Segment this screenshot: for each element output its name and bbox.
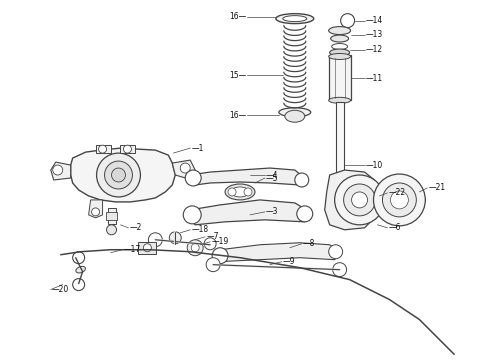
Bar xyxy=(96,145,111,153)
Circle shape xyxy=(206,258,220,272)
Text: —1: —1 xyxy=(191,144,203,153)
Polygon shape xyxy=(190,168,305,185)
Polygon shape xyxy=(89,200,102,218)
Bar xyxy=(329,55,350,100)
Text: —5: —5 xyxy=(266,174,278,183)
Ellipse shape xyxy=(329,27,350,35)
Text: —10: —10 xyxy=(366,161,383,170)
Text: —8: —8 xyxy=(303,239,315,248)
Circle shape xyxy=(185,170,201,186)
Text: 16—: 16— xyxy=(229,111,246,120)
Text: —3: —3 xyxy=(266,207,278,216)
Ellipse shape xyxy=(331,35,348,42)
Circle shape xyxy=(343,184,375,216)
Ellipse shape xyxy=(276,14,314,24)
Circle shape xyxy=(329,245,343,259)
Circle shape xyxy=(244,188,252,196)
Circle shape xyxy=(148,233,162,247)
Ellipse shape xyxy=(330,49,349,56)
Circle shape xyxy=(73,252,85,264)
Bar xyxy=(138,242,156,254)
Text: —6: —6 xyxy=(389,223,401,232)
Polygon shape xyxy=(51,162,71,180)
Circle shape xyxy=(391,191,408,209)
Text: 16—: 16— xyxy=(229,12,246,21)
Ellipse shape xyxy=(279,108,311,117)
Circle shape xyxy=(92,208,99,216)
Circle shape xyxy=(73,279,85,291)
Circle shape xyxy=(295,173,309,187)
Circle shape xyxy=(297,206,313,222)
Text: —19: —19 xyxy=(211,237,228,246)
Circle shape xyxy=(123,145,131,153)
Circle shape xyxy=(187,240,203,256)
Ellipse shape xyxy=(283,15,307,22)
Text: —17: —17 xyxy=(123,245,141,254)
Bar xyxy=(121,145,135,153)
Text: —21: —21 xyxy=(428,184,445,193)
Circle shape xyxy=(212,248,228,264)
Text: —4: —4 xyxy=(266,171,278,180)
Text: —20: —20 xyxy=(52,285,69,294)
Bar xyxy=(105,212,118,220)
Text: 15—: 15— xyxy=(229,71,246,80)
Circle shape xyxy=(104,161,132,189)
Circle shape xyxy=(335,175,385,225)
Circle shape xyxy=(53,165,63,175)
Text: —14: —14 xyxy=(366,16,383,25)
Circle shape xyxy=(97,153,141,197)
Circle shape xyxy=(228,188,236,196)
Text: —12: —12 xyxy=(366,45,383,54)
Circle shape xyxy=(169,232,181,244)
Polygon shape xyxy=(172,160,195,180)
Bar xyxy=(107,208,116,224)
Ellipse shape xyxy=(76,266,85,273)
Polygon shape xyxy=(215,243,340,262)
Circle shape xyxy=(373,174,425,226)
Text: —22: —22 xyxy=(389,188,406,197)
Circle shape xyxy=(112,168,125,182)
Polygon shape xyxy=(71,148,175,202)
Ellipse shape xyxy=(285,110,305,122)
Ellipse shape xyxy=(329,54,350,59)
Circle shape xyxy=(204,238,216,250)
Circle shape xyxy=(383,183,416,217)
Text: —13: —13 xyxy=(366,30,383,39)
Ellipse shape xyxy=(231,187,249,197)
Circle shape xyxy=(106,225,117,235)
Circle shape xyxy=(352,192,368,208)
Ellipse shape xyxy=(332,44,347,50)
Circle shape xyxy=(341,14,355,28)
Circle shape xyxy=(98,145,106,153)
Bar xyxy=(336,102,343,210)
Circle shape xyxy=(333,263,346,276)
Text: —9: —9 xyxy=(283,257,295,266)
Polygon shape xyxy=(188,200,310,225)
Circle shape xyxy=(180,163,190,173)
Circle shape xyxy=(183,206,201,224)
Polygon shape xyxy=(325,170,377,230)
Text: —7: —7 xyxy=(206,232,219,241)
Ellipse shape xyxy=(329,97,350,103)
Circle shape xyxy=(144,244,151,252)
Text: —18: —18 xyxy=(191,225,208,234)
Text: —2: —2 xyxy=(129,223,142,232)
Text: —11: —11 xyxy=(366,74,383,83)
Circle shape xyxy=(191,244,199,252)
Ellipse shape xyxy=(225,184,255,200)
